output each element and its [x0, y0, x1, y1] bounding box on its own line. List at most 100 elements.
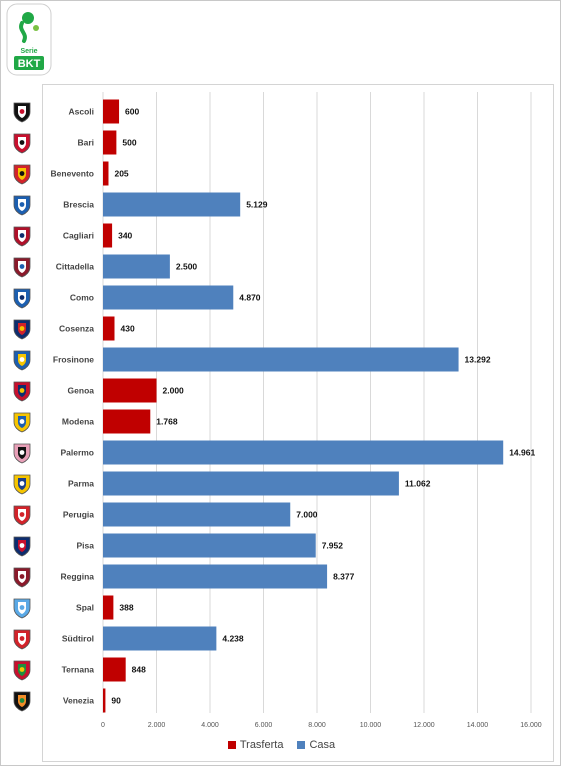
value-label: 14.961	[509, 448, 535, 458]
value-label: 500	[122, 138, 136, 148]
x-tick-label: 8.000	[308, 722, 326, 729]
category-label: Genoa	[68, 386, 95, 396]
legend-swatch-trasferta	[227, 741, 236, 749]
como-crest-icon	[11, 287, 33, 309]
category-label: Cittadella	[56, 262, 95, 272]
x-tick-label: 6.000	[255, 722, 273, 729]
bar	[103, 316, 115, 341]
bar	[103, 347, 459, 372]
brescia-crest-icon	[11, 194, 33, 216]
category-label: Venezia	[63, 696, 94, 706]
category-label: Cagliari	[63, 231, 94, 241]
bar	[103, 502, 291, 527]
legend-item-casa: Casa	[297, 739, 335, 751]
legend-item-trasferta: Trasferta	[227, 739, 284, 751]
sudtirol-crest-icon	[11, 628, 33, 650]
bar	[103, 130, 117, 155]
category-label: Benevento	[51, 169, 94, 179]
logo-bottom-text: BKT	[18, 58, 41, 70]
legend-label-trasferta: Trasferta	[239, 739, 284, 751]
value-label: 2.000	[163, 386, 185, 396]
bar	[103, 285, 234, 310]
bar	[103, 533, 316, 558]
x-tick-label: 14.000	[467, 722, 489, 729]
x-tick-label: 16.000	[520, 722, 542, 729]
value-label: 205	[114, 169, 128, 179]
x-tick-label: 4.000	[201, 722, 219, 729]
category-label: Pisa	[77, 541, 95, 551]
value-label: 340	[118, 231, 132, 241]
genoa-crest-icon	[11, 380, 33, 402]
parma-crest-icon	[11, 473, 33, 495]
x-tick-label: 10.000	[360, 722, 382, 729]
value-label: 13.292	[465, 355, 491, 365]
x-tick-label: 2.000	[148, 722, 166, 729]
bar	[103, 440, 504, 465]
bar	[103, 626, 217, 651]
value-label: 388	[119, 603, 133, 613]
category-label: Ascoli	[68, 107, 94, 117]
value-label: 430	[121, 324, 135, 334]
bar	[103, 161, 109, 186]
legend-swatch-casa	[297, 741, 306, 749]
cagliari-crest-icon	[11, 225, 33, 247]
bar	[103, 595, 114, 620]
frosinone-crest-icon	[11, 349, 33, 371]
ternana-crest-icon	[11, 659, 33, 681]
bar	[103, 254, 170, 279]
category-label: Spal	[76, 603, 94, 613]
category-label: Frosinone	[53, 355, 94, 365]
category-label: Brescia	[63, 200, 94, 210]
logo-top-text: Serie	[20, 48, 37, 55]
venezia-crest-icon	[11, 690, 33, 712]
value-label: 7.952	[322, 541, 344, 551]
spal-crest-icon	[11, 597, 33, 619]
bar	[103, 223, 113, 248]
value-label: 8.377	[333, 572, 355, 582]
bari-crest-icon	[11, 132, 33, 154]
value-label: 4.870	[239, 293, 261, 303]
bar	[103, 99, 120, 124]
category-label: Perugia	[63, 510, 94, 520]
serie-bkt-logo: Serie BKT	[6, 3, 52, 76]
x-tick-label: 0	[101, 722, 105, 729]
perugia-crest-icon	[11, 504, 33, 526]
x-tick-label: 12.000	[413, 722, 435, 729]
category-label: Como	[70, 293, 94, 303]
ascoli-crest-icon	[11, 101, 33, 123]
pisa-crest-icon	[11, 535, 33, 557]
value-label: 2.500	[176, 262, 198, 272]
value-label: 5.129	[246, 200, 268, 210]
bar	[103, 409, 151, 434]
bar	[103, 657, 126, 682]
legend: Trasferta Casa	[0, 738, 563, 752]
value-label: 7.000	[296, 510, 318, 520]
value-label: 11.062	[405, 479, 431, 489]
category-label: Ternana	[62, 665, 95, 675]
bar	[103, 688, 106, 713]
cosenza-crest-icon	[11, 318, 33, 340]
cittadella-crest-icon	[11, 256, 33, 278]
ball-icon	[22, 12, 34, 24]
value-label: 4.238	[222, 634, 244, 644]
bar	[103, 378, 157, 403]
category-label: Palermo	[60, 448, 94, 458]
value-label: 90	[111, 696, 121, 706]
benevento-crest-icon	[11, 163, 33, 185]
category-label: Reggina	[60, 572, 94, 582]
category-label: Bari	[77, 138, 94, 148]
category-label: Parma	[68, 479, 94, 489]
category-label: Südtirol	[62, 634, 94, 644]
category-label: Cosenza	[59, 324, 94, 334]
bar	[103, 564, 328, 589]
category-label: Modena	[62, 417, 94, 427]
value-label: 848	[132, 665, 146, 675]
modena-crest-icon	[11, 411, 33, 433]
palermo-crest-icon	[11, 442, 33, 464]
value-label: 600	[125, 107, 139, 117]
legend-label-casa: Casa	[309, 739, 336, 751]
bar	[103, 192, 241, 217]
value-label: 1.768	[156, 417, 178, 427]
